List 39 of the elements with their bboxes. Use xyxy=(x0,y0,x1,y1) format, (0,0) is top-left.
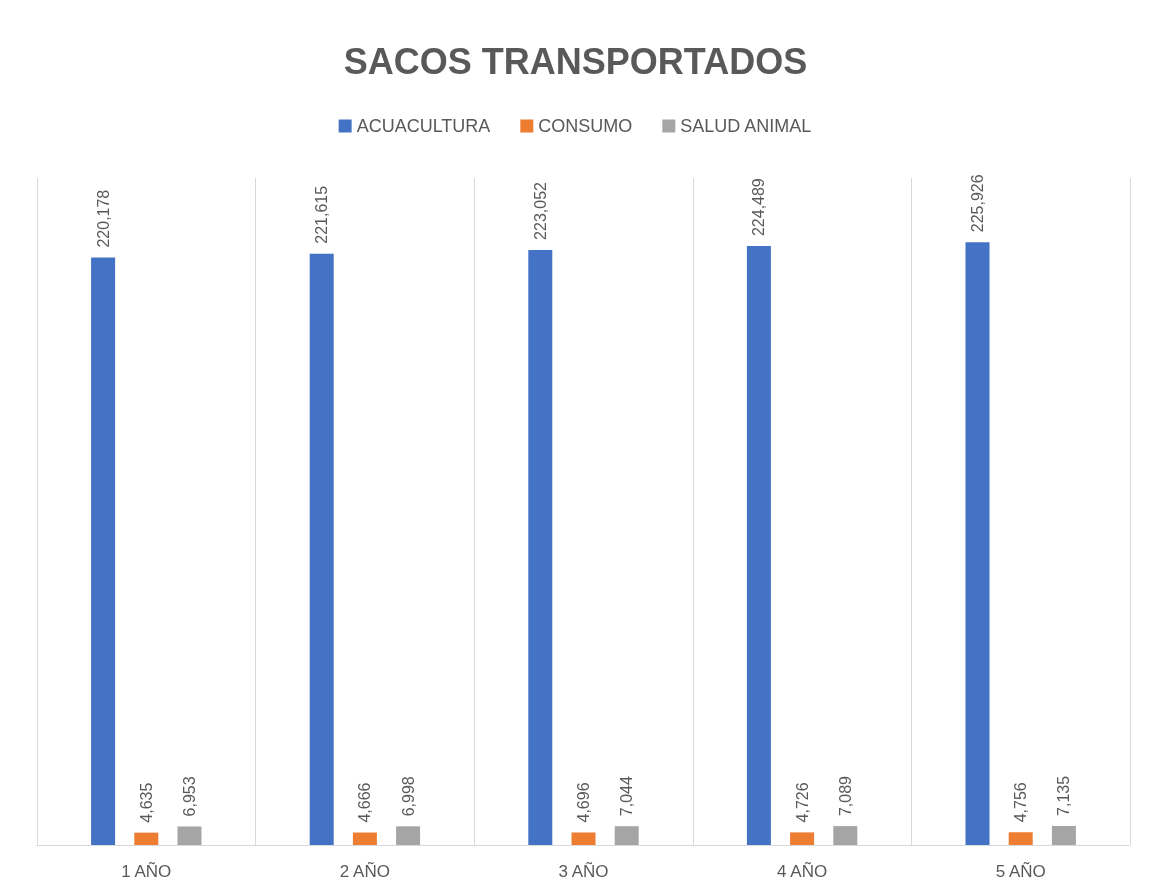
data-label: 7,089 xyxy=(836,775,854,817)
bar xyxy=(571,832,596,845)
bar xyxy=(614,826,639,845)
x-tick-label: 1 AÑO xyxy=(121,862,172,881)
bar xyxy=(965,242,990,845)
data-label: 7,044 xyxy=(618,776,636,817)
bar xyxy=(396,826,421,845)
x-tick-label: 4 AÑO xyxy=(777,862,828,881)
bar xyxy=(790,832,815,845)
bar xyxy=(177,826,202,845)
x-tick-label: 3 AÑO xyxy=(558,862,609,881)
data-label: 224,489 xyxy=(750,178,768,237)
legend-label: SALUD ANIMAL xyxy=(680,116,812,136)
data-label: 4,726 xyxy=(793,782,811,823)
bar xyxy=(134,832,159,845)
data-label: 221,615 xyxy=(313,185,331,244)
data-label: 4,666 xyxy=(356,782,374,823)
x-tick-label: 2 AÑO xyxy=(339,862,390,881)
bar xyxy=(1008,832,1033,845)
bar xyxy=(352,832,377,845)
bar xyxy=(309,253,334,845)
data-label: 4,635 xyxy=(137,782,155,823)
bar xyxy=(746,246,771,845)
bar xyxy=(833,826,858,845)
bar xyxy=(528,249,553,845)
data-label: 4,756 xyxy=(1012,782,1030,823)
data-label: 4,696 xyxy=(575,782,592,823)
legend-label: CONSUMO xyxy=(538,116,633,136)
data-label: 223,052 xyxy=(531,181,549,240)
data-label: 220,178 xyxy=(94,189,112,248)
bar xyxy=(1051,825,1076,845)
x-tick-label: 5 AÑO xyxy=(995,862,1046,881)
data-label: 225,926 xyxy=(969,174,986,233)
data-label: 7,135 xyxy=(1055,775,1073,816)
data-label: 6,998 xyxy=(399,776,417,817)
legend-label: ACUACULTURA xyxy=(356,116,491,136)
data-label: 6,953 xyxy=(181,776,198,817)
bar xyxy=(91,257,116,845)
chart-title: SACOS TRANSPORTADOS xyxy=(343,40,808,82)
